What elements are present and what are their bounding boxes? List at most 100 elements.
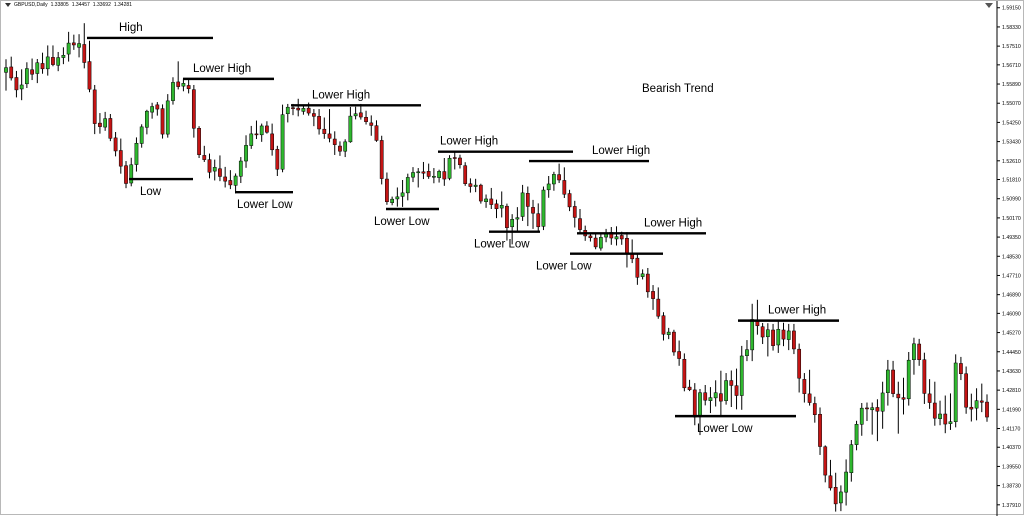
bearish-candle bbox=[828, 475, 833, 489]
y-tick-label: 1.44450 bbox=[1002, 350, 1021, 356]
bearish-candle bbox=[113, 137, 118, 152]
bearish-candle bbox=[82, 44, 87, 63]
ohlc-open: 1.33805 bbox=[50, 2, 69, 8]
bullish-candle bbox=[786, 330, 791, 340]
y-tick-label: 1.59150 bbox=[1002, 6, 1021, 12]
bullish-candle bbox=[61, 55, 66, 58]
bullish-candle bbox=[390, 198, 395, 203]
bearish-candle bbox=[719, 393, 723, 402]
bearish-candle bbox=[760, 326, 765, 338]
bullish-candle bbox=[666, 331, 671, 335]
bearish-candle bbox=[875, 407, 880, 412]
bearish-candle bbox=[917, 343, 922, 360]
bearish-candle bbox=[734, 385, 739, 396]
bullish-candle bbox=[484, 198, 488, 202]
bearish-candle bbox=[218, 168, 222, 177]
bearish-candle bbox=[865, 407, 869, 410]
bearish-candle bbox=[525, 193, 530, 207]
bullish-candle bbox=[19, 84, 24, 90]
swing-level-label: Lower Low bbox=[474, 239, 530, 251]
bearish-candle bbox=[792, 330, 796, 350]
bearish-candle bbox=[124, 165, 128, 184]
y-tick-label: 1.46090 bbox=[1002, 311, 1021, 317]
bullish-candle bbox=[233, 175, 238, 186]
bullish-candle bbox=[395, 196, 400, 200]
swing-level-label: Low bbox=[140, 186, 162, 198]
bearish-candle bbox=[536, 213, 541, 228]
bullish-candle bbox=[348, 115, 353, 143]
bearish-candle bbox=[186, 85, 191, 89]
trend-label: Bearish Trend bbox=[642, 83, 714, 95]
bullish-candle bbox=[473, 184, 478, 187]
chart-shift-marker-icon[interactable] bbox=[985, 3, 993, 8]
bearish-candle bbox=[645, 273, 650, 293]
symbol-header: GBPUSD,Daily 1.33805 1.34457 1.33692 1.3… bbox=[5, 2, 132, 8]
bearish-candle bbox=[729, 380, 734, 386]
bearish-candle bbox=[823, 446, 828, 476]
symbol-dropdown-icon[interactable] bbox=[5, 3, 11, 7]
y-tick-label: 1.43630 bbox=[1002, 369, 1021, 375]
bearish-candle bbox=[901, 397, 906, 400]
bullish-candle bbox=[301, 108, 306, 112]
bearish-candle bbox=[51, 57, 55, 65]
bearish-candle bbox=[927, 393, 932, 403]
bullish-candle bbox=[870, 407, 875, 411]
bearish-candle bbox=[306, 107, 311, 114]
bullish-candle bbox=[739, 355, 744, 396]
ohlc-high: 1.34457 bbox=[71, 2, 90, 8]
ohlc-close: 1.34281 bbox=[113, 2, 132, 8]
bullish-candle bbox=[938, 413, 942, 419]
ohlc-low: 1.33692 bbox=[92, 2, 111, 8]
bearish-candle bbox=[92, 89, 97, 124]
y-tick-label: 1.38730 bbox=[1002, 484, 1021, 490]
bullish-candle bbox=[45, 56, 50, 70]
bullish-candle bbox=[724, 380, 728, 401]
swing-level-label: Lower High bbox=[312, 89, 370, 101]
bearish-candle bbox=[458, 157, 462, 166]
bearish-candle bbox=[223, 176, 228, 182]
bullish-candle bbox=[541, 189, 546, 227]
bullish-candle bbox=[745, 349, 749, 356]
bullish-candle bbox=[343, 141, 348, 152]
bearish-candle bbox=[421, 171, 426, 174]
bullish-candle bbox=[139, 126, 144, 144]
bearish-candle bbox=[108, 118, 113, 139]
bearish-candle bbox=[557, 174, 561, 181]
swing-level-label: Lower High bbox=[592, 145, 650, 157]
bearish-candle bbox=[197, 128, 201, 155]
bearish-candle bbox=[9, 66, 14, 79]
bullish-candle bbox=[912, 343, 916, 360]
y-tick-label: 1.57510 bbox=[1002, 44, 1021, 50]
bullish-candle bbox=[66, 42, 71, 55]
bullish-candle bbox=[906, 359, 911, 400]
swing-level-label: Lower High bbox=[440, 136, 498, 148]
bullish-candle bbox=[437, 171, 441, 178]
bearish-candle bbox=[463, 165, 468, 184]
swing-level-label: Lower High bbox=[644, 217, 702, 229]
bullish-candle bbox=[285, 106, 290, 115]
swing-level-label: Lower High bbox=[768, 305, 826, 317]
bullish-candle bbox=[844, 471, 848, 493]
y-tick-label: 1.39550 bbox=[1002, 464, 1021, 470]
bearish-candle bbox=[891, 369, 895, 394]
bullish-candle bbox=[510, 219, 515, 228]
bullish-candle bbox=[885, 369, 890, 393]
bearish-candle bbox=[807, 393, 812, 403]
bullish-candle bbox=[150, 106, 154, 113]
bearish-candle bbox=[468, 183, 473, 187]
bearish-candle bbox=[932, 402, 937, 419]
bullish-candle bbox=[249, 133, 254, 146]
bullish-candle bbox=[280, 114, 285, 170]
bearish-candle bbox=[494, 203, 499, 210]
y-tick-label: 1.45270 bbox=[1002, 331, 1021, 337]
y-tick-label: 1.41990 bbox=[1002, 407, 1021, 413]
bearish-candle bbox=[959, 363, 963, 375]
bearish-candle bbox=[338, 145, 342, 152]
bullish-candle bbox=[353, 113, 358, 117]
y-tick-label: 1.46890 bbox=[1002, 293, 1021, 299]
bullish-candle bbox=[948, 421, 953, 424]
bearish-candle bbox=[635, 257, 640, 278]
bearish-candle bbox=[14, 77, 19, 91]
bullish-candle bbox=[171, 82, 175, 101]
